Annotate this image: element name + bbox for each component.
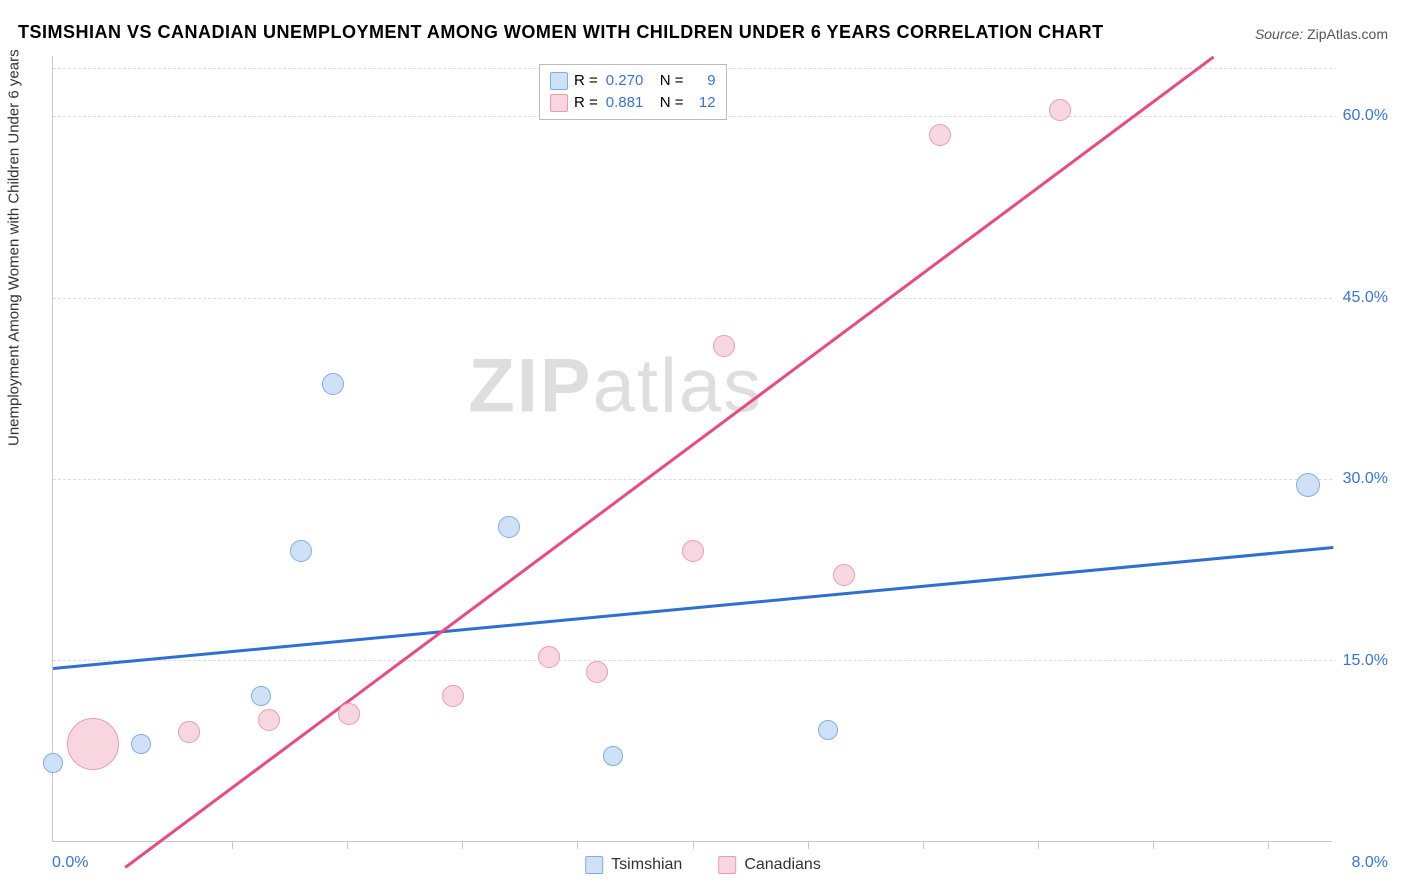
legend-r-value: 0.270 bbox=[606, 72, 654, 89]
legend-n-value: 12 bbox=[692, 94, 716, 111]
data-point-canadians bbox=[713, 335, 735, 357]
data-point-canadians bbox=[258, 709, 280, 731]
legend-row-canadians: R = 0.881 N = 12 bbox=[550, 92, 716, 114]
data-point-canadians bbox=[178, 721, 200, 743]
data-point-canadians bbox=[833, 564, 855, 586]
source-value: ZipAtlas.com bbox=[1307, 26, 1388, 42]
chart-container: TSIMSHIAN VS CANADIAN UNEMPLOYMENT AMONG… bbox=[0, 0, 1406, 892]
trend-line-canadians bbox=[124, 56, 1213, 868]
data-point-canadians bbox=[67, 718, 119, 770]
legend-swatch bbox=[550, 72, 568, 90]
x-tick bbox=[1153, 841, 1154, 849]
trend-line-tsimshian bbox=[53, 546, 1333, 669]
data-point-canadians bbox=[682, 540, 704, 562]
source-attribution: Source: ZipAtlas.com bbox=[1255, 26, 1388, 42]
data-point-canadians bbox=[1049, 99, 1071, 121]
y-tick-label: 30.0% bbox=[1343, 470, 1388, 488]
data-point-tsimshian bbox=[1296, 473, 1320, 497]
y-tick-label: 15.0% bbox=[1343, 652, 1388, 670]
legend-label: Tsimshian bbox=[611, 856, 682, 874]
legend-item-tsimshian: Tsimshian bbox=[585, 856, 682, 874]
legend-swatch bbox=[550, 94, 568, 112]
legend-r-label: R = bbox=[574, 72, 598, 89]
source-label: Source: bbox=[1255, 26, 1303, 42]
x-tick bbox=[347, 841, 348, 849]
legend-label: Canadians bbox=[744, 856, 821, 874]
data-point-canadians bbox=[538, 646, 560, 668]
y-axis-label: Unemployment Among Women with Children U… bbox=[6, 49, 23, 446]
legend-row-tsimshian: R = 0.270 N = 9 bbox=[550, 70, 716, 92]
x-tick bbox=[462, 841, 463, 849]
data-point-canadians bbox=[338, 703, 360, 725]
legend-correlation: R = 0.270 N = 9 R = 0.881 N = 12 bbox=[539, 64, 727, 120]
data-point-tsimshian bbox=[43, 753, 63, 773]
x-tick bbox=[232, 841, 233, 849]
data-point-tsimshian bbox=[290, 540, 312, 562]
x-tick bbox=[1268, 841, 1269, 849]
y-tick-label: 45.0% bbox=[1343, 289, 1388, 307]
data-point-tsimshian bbox=[251, 686, 271, 706]
plot-area: ZIPatlas R = 0.270 N = 9 R = 0.881 N = 12 bbox=[52, 56, 1332, 842]
gridline bbox=[53, 479, 1332, 480]
x-tick bbox=[923, 841, 924, 849]
legend-r-value: 0.881 bbox=[606, 94, 654, 111]
x-axis-max-label: 8.0% bbox=[1352, 854, 1388, 872]
legend-n-label: N = bbox=[660, 72, 684, 89]
legend-swatch bbox=[585, 856, 603, 874]
legend-item-canadians: Canadians bbox=[718, 856, 821, 874]
data-point-tsimshian bbox=[322, 373, 344, 395]
x-axis-min-label: 0.0% bbox=[52, 854, 88, 872]
data-point-tsimshian bbox=[818, 720, 838, 740]
legend-n-label: N = bbox=[660, 94, 684, 111]
chart-title: TSIMSHIAN VS CANADIAN UNEMPLOYMENT AMONG… bbox=[18, 22, 1104, 43]
legend-r-label: R = bbox=[574, 94, 598, 111]
data-point-canadians bbox=[442, 685, 464, 707]
legend-n-value: 9 bbox=[692, 72, 716, 89]
gridline bbox=[53, 298, 1332, 299]
x-tick bbox=[693, 841, 694, 849]
x-tick bbox=[1038, 841, 1039, 849]
y-tick-label: 60.0% bbox=[1343, 107, 1388, 125]
x-tick bbox=[808, 841, 809, 849]
data-point-canadians bbox=[929, 124, 951, 146]
legend-bottom: Tsimshian Canadians bbox=[585, 856, 821, 874]
data-point-tsimshian bbox=[603, 746, 623, 766]
x-tick bbox=[577, 841, 578, 849]
data-point-canadians bbox=[586, 661, 608, 683]
watermark-bold: ZIP bbox=[468, 343, 592, 428]
legend-swatch bbox=[718, 856, 736, 874]
data-point-tsimshian bbox=[131, 734, 151, 754]
watermark-light: atlas bbox=[593, 343, 764, 428]
data-point-tsimshian bbox=[498, 516, 520, 538]
gridline bbox=[53, 660, 1332, 661]
